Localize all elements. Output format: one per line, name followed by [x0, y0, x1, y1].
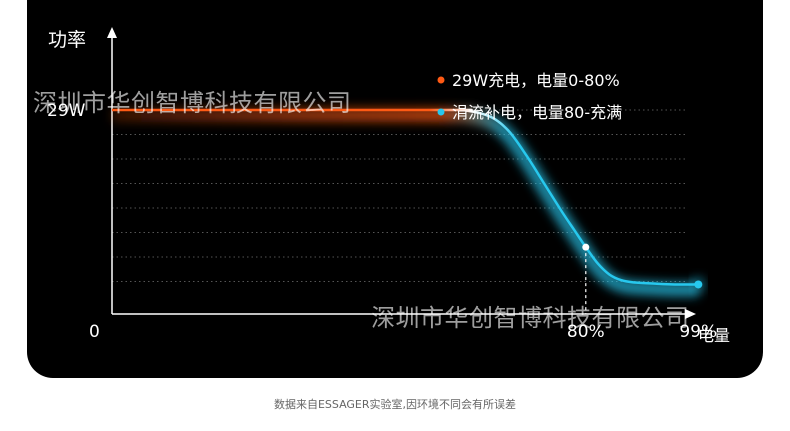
power-curve-chart: 功率 电量 0 29W 80% 99% 29W充电，电量0-80% 涓流补电，电量80-… [47, 27, 730, 345]
y-tick-label-29W: 29W [47, 101, 86, 121]
curve-glow [111, 107, 699, 297]
legend-dot-1 [437, 76, 445, 84]
legend-dot-2 [437, 108, 445, 116]
axes [107, 27, 696, 319]
data-source-footnote: 数据来自ESSAGER实验室,因环境不同会有所误差 [273, 398, 517, 411]
transition-point-marker [582, 243, 590, 251]
end-point-marker [694, 280, 703, 289]
x-tick-label-99: 99% [679, 322, 717, 342]
labels: 功率 电量 0 29W 80% 99% [47, 29, 730, 345]
y-tick-label-0: 0 [89, 322, 100, 342]
x-tick-label-80: 80% [567, 322, 605, 342]
series-layer [111, 107, 707, 314]
legend: 29W充电，电量0-80% 涓流补电，电量80-充满 [437, 71, 622, 122]
legend-label-2: 涓流补电，电量80-充满 [452, 103, 622, 122]
power-curve-line [111, 108, 699, 286]
chart-panel: 功率 电量 0 29W 80% 99% 29W充电，电量0-80% 涓流补电，电量80-… [27, 0, 763, 378]
y-axis-label: 功率 [48, 29, 86, 51]
y-axis-arrow [107, 27, 117, 38]
grid-lines [112, 109, 685, 282]
x-axis-arrow [685, 309, 696, 319]
legend-label-1: 29W充电，电量0-80% [452, 71, 620, 90]
x-axis-label: 电量 [698, 326, 730, 345]
